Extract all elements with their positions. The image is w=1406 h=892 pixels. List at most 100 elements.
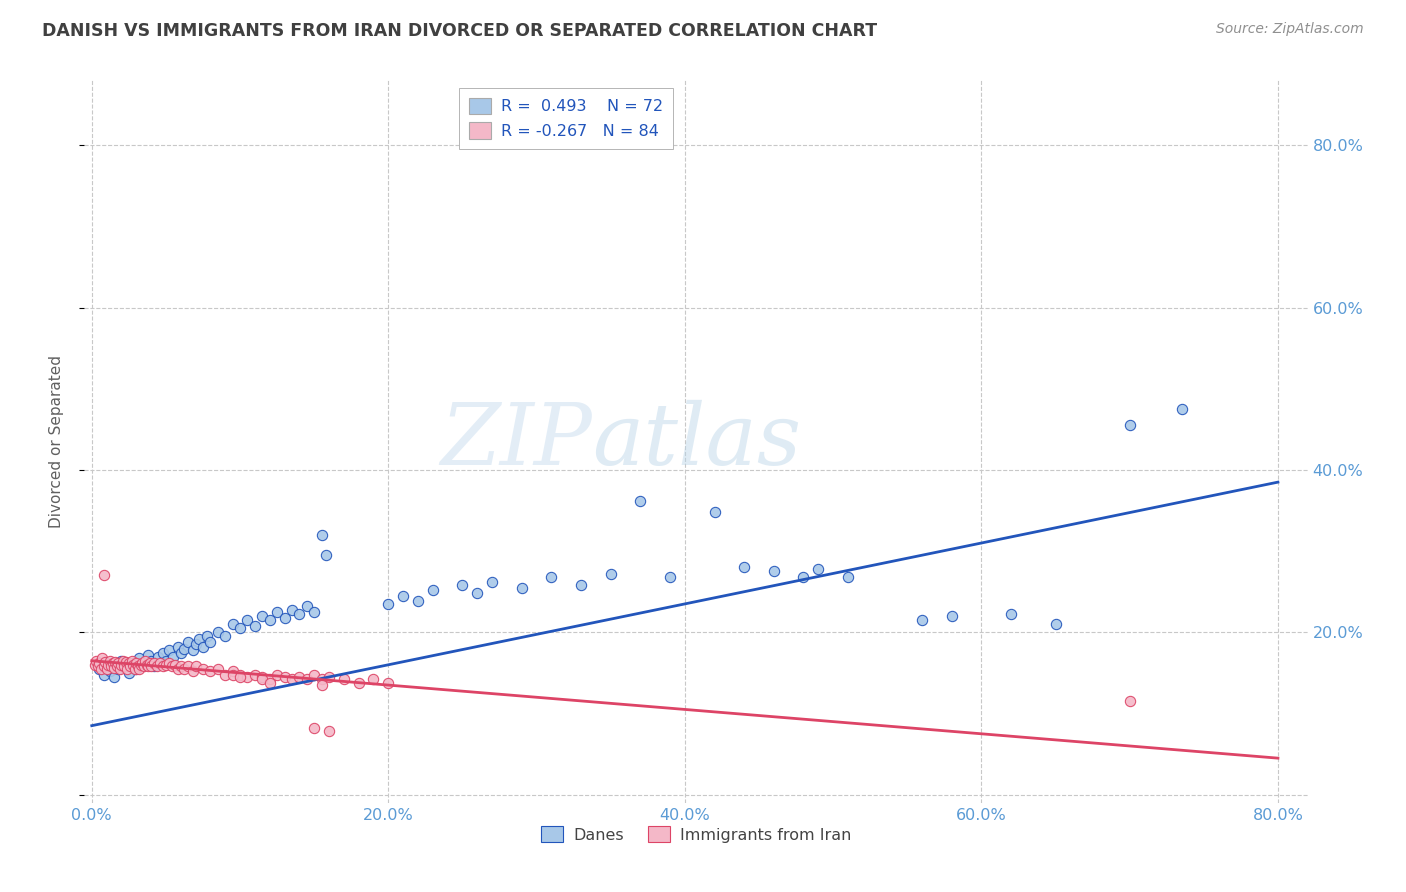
Point: [200, 665, 222, 679]
Point: [191, 640, 214, 654]
Point: [173, 641, 195, 656]
Point: [112, 659, 135, 673]
Point: [89, 662, 111, 676]
Point: [96, 662, 118, 676]
Point: [149, 656, 172, 670]
Point: [177, 659, 200, 673]
Point: [89, 656, 111, 670]
Point: [266, 667, 288, 681]
Point: [177, 635, 200, 649]
Point: [807, 562, 830, 576]
Point: [302, 667, 325, 681]
Point: [259, 675, 281, 690]
Point: [132, 659, 155, 673]
Point: [103, 670, 125, 684]
Point: [83, 657, 105, 672]
Point: [98, 665, 121, 679]
Point: [170, 659, 193, 673]
Text: Source: ZipAtlas.com: Source: ZipAtlas.com: [1216, 22, 1364, 37]
Point: [136, 659, 159, 673]
Point: [221, 665, 243, 679]
Point: [143, 659, 166, 673]
Point: [98, 654, 121, 668]
Point: [451, 578, 474, 592]
Point: [911, 613, 934, 627]
Point: [465, 586, 488, 600]
Point: [125, 656, 148, 670]
Point: [1045, 617, 1067, 632]
Point: [252, 673, 274, 687]
Point: [311, 528, 333, 542]
Point: [93, 568, 115, 582]
Point: [110, 657, 132, 672]
Point: [252, 670, 274, 684]
Point: [302, 605, 325, 619]
Point: [599, 566, 621, 581]
Point: [115, 656, 138, 670]
Point: [288, 670, 311, 684]
Point: [86, 659, 108, 673]
Point: [837, 570, 859, 584]
Point: [107, 662, 129, 676]
Point: [121, 654, 143, 668]
Point: [187, 632, 209, 646]
Point: [236, 670, 259, 684]
Point: [110, 654, 132, 668]
Point: [163, 657, 186, 672]
Point: [569, 578, 592, 592]
Point: [93, 659, 115, 673]
Point: [157, 643, 180, 657]
Point: [273, 610, 295, 624]
Point: [143, 656, 166, 670]
Point: [93, 667, 115, 681]
Point: [540, 570, 562, 584]
Point: [155, 654, 177, 668]
Point: [173, 662, 195, 676]
Point: [118, 656, 141, 670]
Point: [221, 667, 243, 681]
Point: [302, 721, 325, 735]
Point: [124, 662, 146, 676]
Point: [703, 505, 725, 519]
Point: [792, 570, 814, 584]
Point: [166, 640, 188, 654]
Point: [146, 659, 169, 673]
Point: [107, 656, 129, 670]
Point: [152, 659, 174, 673]
Point: [122, 657, 145, 672]
Point: [91, 651, 114, 665]
Point: [184, 659, 207, 673]
Point: [96, 657, 118, 672]
Y-axis label: Divorced or Separated: Divorced or Separated: [49, 355, 63, 528]
Point: [392, 589, 415, 603]
Point: [122, 656, 145, 670]
Point: [281, 673, 304, 687]
Point: [170, 646, 193, 660]
Point: [1000, 607, 1022, 622]
Point: [214, 629, 236, 643]
Point: [148, 649, 170, 664]
Point: [628, 493, 651, 508]
Point: [311, 673, 333, 687]
Point: [90, 662, 112, 676]
Point: [207, 662, 229, 676]
Point: [243, 619, 266, 633]
Point: [510, 581, 533, 595]
Point: [181, 643, 204, 657]
Point: [281, 602, 304, 616]
Point: [311, 678, 333, 692]
Point: [377, 597, 399, 611]
Point: [155, 657, 177, 672]
Point: [157, 656, 180, 670]
Point: [128, 651, 150, 665]
Point: [105, 659, 128, 673]
Point: [318, 670, 340, 684]
Point: [229, 670, 252, 684]
Point: [94, 656, 117, 670]
Point: [295, 673, 318, 687]
Point: [422, 583, 444, 598]
Point: [84, 654, 107, 668]
Point: [120, 659, 142, 673]
Point: [236, 613, 259, 627]
Point: [659, 570, 682, 584]
